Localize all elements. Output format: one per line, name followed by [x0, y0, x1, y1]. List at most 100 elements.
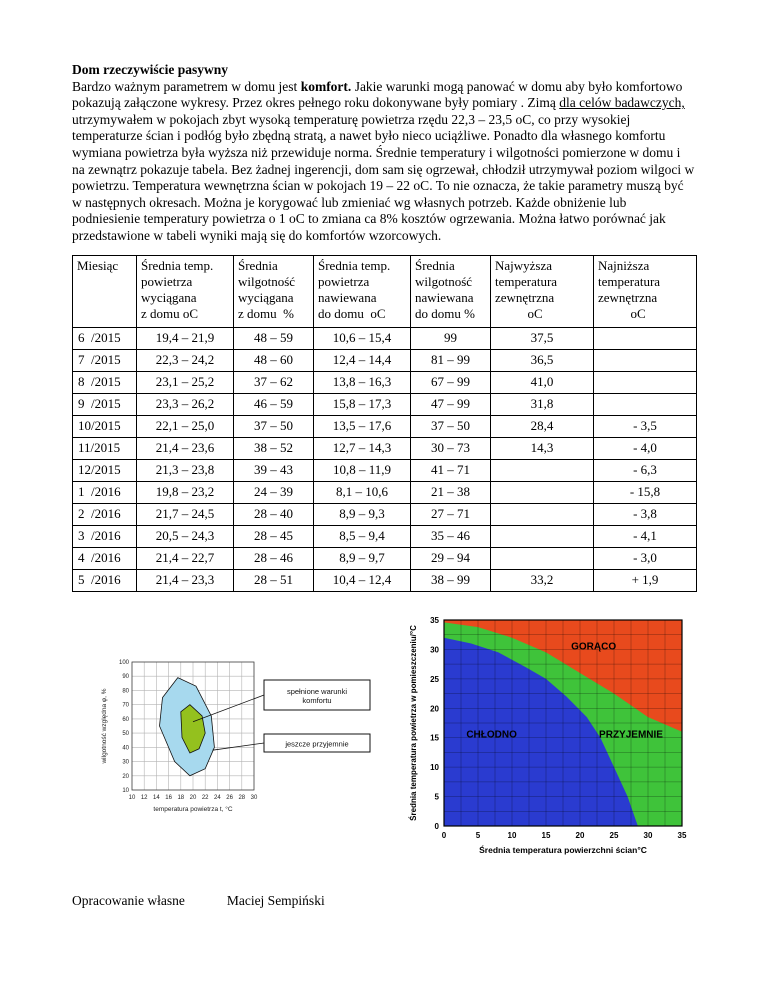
zone-GORĄCO [444, 619, 682, 732]
table-cell: 21,4 – 23,6 [136, 436, 234, 460]
table-cell: 8,1 – 10,6 [313, 480, 411, 504]
comfort-conditions-chart: 10 12 14 16 18 20 22 24 26 28 30 10 20 30 40 50 60 70 80 90… [96, 654, 374, 843]
comfort-chart-svg: 10 12 14 16 18 20 22 24 26 28 30 10 20 30 40 50 60 70 80 90… [101, 660, 371, 813]
table-cell: - 6,3 [593, 458, 697, 482]
table-cell: 38 – 99 [410, 568, 491, 592]
table-cell: 30 – 73 [410, 436, 491, 460]
svg-text:10: 10 [508, 831, 517, 840]
svg-text:30: 30 [430, 645, 439, 654]
table-cell: 29 – 94 [410, 546, 491, 570]
table-cell: 21,4 – 23,3 [136, 568, 234, 592]
table-cell: 12/2015 [72, 458, 137, 482]
table-cell: 27 – 71 [410, 502, 491, 526]
footer-credit-label: Opracowanie własne [72, 892, 185, 908]
table-cell: 28,4 [490, 414, 594, 438]
table-cell [490, 524, 594, 548]
table-row: 9 /2015 23,3 – 26,2 46 – 59 15,8 – 17,3 47 –… [72, 392, 697, 416]
table-cell: 2 /2016 [72, 502, 137, 526]
column-header: Najniższa temperatura zewnętrzna oC [593, 254, 697, 328]
intro-segment: Bardzo ważnym parametrem w domu jest [72, 78, 301, 94]
svg-text:24: 24 [214, 795, 221, 801]
column-header: Miesiąc [72, 254, 137, 328]
svg-text:80: 80 [122, 688, 129, 694]
table-cell: 13,5 – 17,6 [313, 414, 411, 438]
table-cell: - 3,8 [593, 502, 697, 526]
table-cell: 28 – 40 [233, 502, 314, 526]
svg-text:30: 30 [122, 759, 129, 765]
table-row: 4 /2016 21,4 – 22,7 28 – 46 8,9 – 9,7 29 – 9… [72, 546, 697, 570]
table-cell: 48 – 59 [233, 326, 314, 350]
table-cell: 12,4 – 14,4 [313, 348, 411, 372]
table-cell: 22,3 – 24,2 [136, 348, 234, 372]
svg-text:22: 22 [202, 795, 209, 801]
table-cell [593, 370, 697, 394]
table-cell: 23,1 – 25,2 [136, 370, 234, 394]
svg-text:10: 10 [430, 763, 439, 772]
zones-chart-svg: 0 5 10 15 20 25 30 35 0 5 10 15 20 25 30 35 Średnia temp… [409, 616, 687, 855]
table-body: 6 /2015 19,4 – 21,9 48 – 59 10,6 – 15,4 99 37… [72, 326, 697, 592]
table-cell: 48 – 60 [233, 348, 314, 372]
table-cell: 81 – 99 [410, 348, 491, 372]
table-cell: 21,3 – 23,8 [136, 458, 234, 482]
table-cell [593, 348, 697, 372]
svg-text:70: 70 [122, 702, 129, 708]
table-cell: - 3,0 [593, 546, 697, 570]
footer-credit: Opracowanie własne Maciej Sempiński [72, 893, 696, 909]
svg-text:20: 20 [576, 831, 585, 840]
table-cell [593, 392, 697, 416]
table-cell: 12,7 – 14,3 [313, 436, 411, 460]
table-cell: 28 – 51 [233, 568, 314, 592]
table-row: 6 /2015 19,4 – 21,9 48 – 59 10,6 – 15,4 99 37… [72, 326, 697, 350]
table-cell: 10,4 – 12,4 [313, 568, 411, 592]
table-cell: 7 /2015 [72, 348, 137, 372]
svg-text:12: 12 [141, 795, 148, 801]
table-cell: 41,0 [490, 370, 594, 394]
table-row: 2 /2016 21,7 – 24,5 28 – 40 8,9 – 9,3 27 – 7… [72, 502, 697, 526]
svg-text:10: 10 [122, 788, 129, 794]
table-cell: 67 – 99 [410, 370, 491, 394]
table-cell: 8,5 – 9,4 [313, 524, 411, 548]
table-cell: 9 /2015 [72, 392, 137, 416]
svg-text:temperatura powietrza t, °C: temperatura powietrza t, °C [153, 805, 232, 813]
table-cell [490, 502, 594, 526]
zone-CHŁODNO [444, 637, 638, 826]
table-row: 3 /2016 20,5 – 24,3 28 – 45 8,5 – 9,4 35 – 4… [72, 524, 697, 548]
zone-label-GORĄCO: GORĄCO [571, 641, 616, 652]
table-cell: 13,8 – 16,3 [313, 370, 411, 394]
table-cell: 20,5 – 24,3 [136, 524, 234, 548]
table-row: 1 /2016 19,8 – 23,2 24 – 39 8,1 – 10,6 21 – … [72, 480, 697, 504]
table-cell: - 15,8 [593, 480, 697, 504]
svg-text:25: 25 [610, 831, 619, 840]
svg-text:40: 40 [122, 745, 129, 751]
table-cell: 37,5 [490, 326, 594, 350]
table-cell: 5 /2016 [72, 568, 137, 592]
table-cell: 35 – 46 [410, 524, 491, 548]
intro-segment: Jakie warunki mogą panować w domu aby by… [72, 78, 683, 111]
svg-text:18: 18 [177, 795, 184, 801]
footer-author: Maciej Sempiński [226, 892, 325, 908]
table-cell: 36,5 [490, 348, 594, 372]
table-cell: 8,9 – 9,7 [313, 546, 411, 570]
table-cell: 10,6 – 15,4 [313, 326, 411, 350]
svg-text:5: 5 [435, 792, 440, 801]
table-cell: 33,2 [490, 568, 594, 592]
intro-segment: utrzymywałem w pokojach zbyt wysoką temp… [72, 111, 695, 243]
table-cell [593, 326, 697, 350]
table-cell: 28 – 45 [233, 524, 314, 548]
table-row: 8 /2015 23,1 – 25,2 37 – 62 13,8 – 16,3 67 –… [72, 370, 697, 394]
table-cell: - 4,0 [593, 436, 697, 460]
table-cell: 10,8 – 11,9 [313, 458, 411, 482]
table-cell: 11/2015 [72, 436, 137, 460]
legend-box [263, 679, 371, 711]
table-cell: 39 – 43 [233, 458, 314, 482]
table-cell: 37 – 50 [233, 414, 314, 438]
svg-text:50: 50 [122, 731, 129, 737]
svg-text:Średnia temperatura powietrza: Średnia temperatura powietrza w pomieszc… [409, 624, 418, 820]
svg-text:35: 35 [678, 831, 687, 840]
table-cell: 38 – 52 [233, 436, 314, 460]
column-header: Średnia temp. powietrza nawiewana do dom… [313, 254, 411, 328]
column-header: Średnia wilgotność nawiewana do domu % [410, 254, 491, 328]
table-cell: 6 /2015 [72, 326, 137, 350]
table-cell: + 1,9 [593, 568, 697, 592]
